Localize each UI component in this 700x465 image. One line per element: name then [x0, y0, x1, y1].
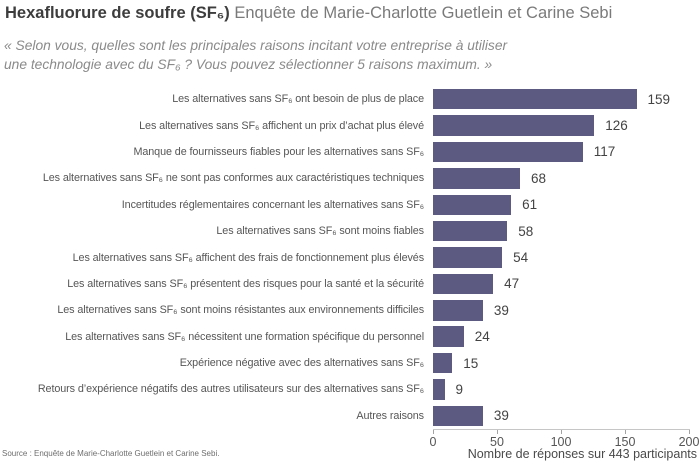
title-main: Hexafluorure de soufre (SF₆)	[5, 4, 230, 22]
category-label: Les alternatives sans SF₆ nécessitent un…	[65, 330, 424, 343]
bar	[433, 115, 595, 136]
value-label: 117	[593, 144, 616, 160]
chart-row: Les alternatives sans SF₆ ne sont pas co…	[0, 165, 700, 191]
bar-area: 159	[433, 86, 700, 112]
bar-area: 39	[433, 297, 700, 323]
x-axis-label: Nombre de réponses sur 443 participants	[467, 447, 697, 461]
bar	[433, 247, 503, 268]
bar-area: 68	[433, 165, 700, 191]
bar	[433, 141, 583, 163]
category-label: Autres raisons	[356, 409, 424, 422]
survey-question-line1: « Selon vous, quelles sont les principal…	[4, 38, 508, 53]
bar-area: 126	[433, 112, 700, 138]
axis-tick-label: 100	[550, 435, 572, 449]
chart-row: Manque de fournisseurs fiables pour les …	[0, 139, 700, 165]
category-label: Les alternatives sans SF₆ affichent des …	[72, 251, 424, 264]
bar-area: 61	[433, 192, 700, 218]
x-axis: 0 50 100 150 200	[430, 429, 699, 449]
chart-row: Les alternatives sans SF₆ nécessitent un…	[0, 324, 700, 350]
bar	[433, 194, 512, 215]
chart-row: Les alternatives sans SF₆ ont besoin de …	[0, 86, 700, 112]
bar	[433, 220, 508, 242]
value-label: 24	[474, 329, 490, 345]
survey-question: « Selon vous, quelles sont les principal…	[4, 36, 507, 74]
category-label: Les alternatives sans SF₆ ont besoin de …	[172, 93, 424, 106]
value-label: 61	[522, 197, 538, 213]
bar-area: 9	[433, 376, 700, 402]
value-label: 54	[513, 250, 529, 266]
axis-tick-label: 200	[678, 435, 700, 449]
bar-area: 54	[433, 244, 700, 270]
value-label: 126	[605, 118, 628, 134]
axis-tick	[689, 430, 690, 434]
chart-row: Les alternatives sans SF₆ sont moins fia…	[0, 218, 700, 244]
category-label: Manque de fournisseurs fiables pour les …	[133, 145, 424, 158]
chart-row: Les alternatives sans SF₆ affichent des …	[0, 244, 700, 270]
bar-area: 15	[433, 350, 700, 376]
value-label: 39	[493, 408, 509, 424]
axis-tick-label: 150	[614, 435, 636, 449]
bar-area: 117	[433, 139, 700, 165]
bar	[433, 379, 445, 400]
chart-row: Les alternatives sans SF₆ sont moins rés…	[0, 297, 700, 323]
value-label: 15	[463, 355, 479, 371]
title-secondary: Enquête de Marie-Charlotte Guetlein et C…	[229, 4, 613, 22]
bar-area: 47	[433, 271, 700, 297]
category-label: Retours d’expérience négatifs des autres…	[37, 383, 424, 396]
bar-area: 58	[433, 218, 700, 244]
chart-row: Les alternatives sans SF₆ présentent des…	[0, 271, 700, 297]
category-label: Les alternatives sans SF₆ présentent des…	[67, 277, 424, 290]
value-label: 159	[647, 91, 671, 107]
bar	[433, 88, 637, 110]
bar-area: 24	[433, 324, 700, 350]
value-label: 39	[493, 302, 509, 318]
chart-row: Retours d’expérience négatifs des autres…	[0, 376, 700, 402]
value-label: 47	[504, 276, 520, 292]
bar	[433, 326, 464, 347]
bar	[433, 405, 483, 427]
page-title: Hexafluorure de soufre (SF₆) Enquête de …	[5, 4, 612, 23]
axis-tick	[497, 430, 498, 434]
axis-tick	[561, 430, 562, 434]
chart-row: Autres raisons 39	[0, 403, 700, 429]
value-label: 58	[518, 223, 534, 239]
bar	[433, 273, 494, 295]
source-note: Source : Enquête de Marie-Charlotte Guet…	[2, 449, 220, 458]
bar	[433, 300, 483, 321]
axis-tick	[433, 430, 434, 434]
category-label: Les alternatives sans SF₆ sont moins fia…	[216, 225, 424, 238]
value-label: 68	[531, 170, 547, 186]
value-label: 9	[455, 381, 464, 397]
bar	[433, 168, 521, 189]
chart-rows: Les alternatives sans SF₆ ont besoin de …	[0, 86, 700, 429]
category-label: Les alternatives sans SF₆ ne sont pas co…	[42, 172, 424, 185]
bar	[433, 352, 453, 374]
chart-row: Incertitudes réglementaires concernant l…	[0, 192, 700, 218]
bar-area: 39	[433, 403, 700, 429]
category-label: Expérience négative avec des alternative…	[179, 357, 424, 370]
chart-row: Les alternatives sans SF₆ affichent un p…	[0, 112, 700, 138]
survey-question-line2: une technologie avec du SF₆ ? Vous pouve…	[4, 57, 493, 72]
axis-tick	[625, 430, 626, 434]
axis-tick-label: 0	[429, 435, 437, 449]
category-label: Les alternatives sans SF₆ sont moins rés…	[57, 304, 424, 317]
chart-row: Expérience négative avec des alternative…	[0, 350, 700, 376]
axis-tick-label: 50	[490, 435, 504, 449]
category-label: Incertitudes réglementaires concernant l…	[121, 198, 424, 211]
category-label: Les alternatives sans SF₆ affichent un p…	[139, 119, 424, 132]
